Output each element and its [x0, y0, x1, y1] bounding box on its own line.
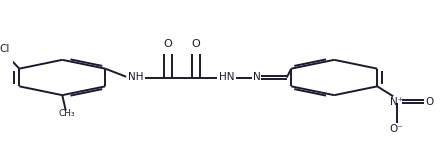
Text: O: O	[425, 97, 433, 107]
Text: Cl: Cl	[0, 44, 9, 54]
Text: O: O	[164, 39, 172, 49]
Text: O⁻: O⁻	[390, 124, 404, 134]
Text: NH: NH	[128, 73, 143, 82]
Text: N⁺: N⁺	[390, 97, 403, 107]
Text: HN: HN	[218, 73, 234, 82]
Text: N: N	[253, 73, 260, 82]
Text: CH₃: CH₃	[58, 109, 75, 118]
Text: O: O	[192, 39, 200, 49]
